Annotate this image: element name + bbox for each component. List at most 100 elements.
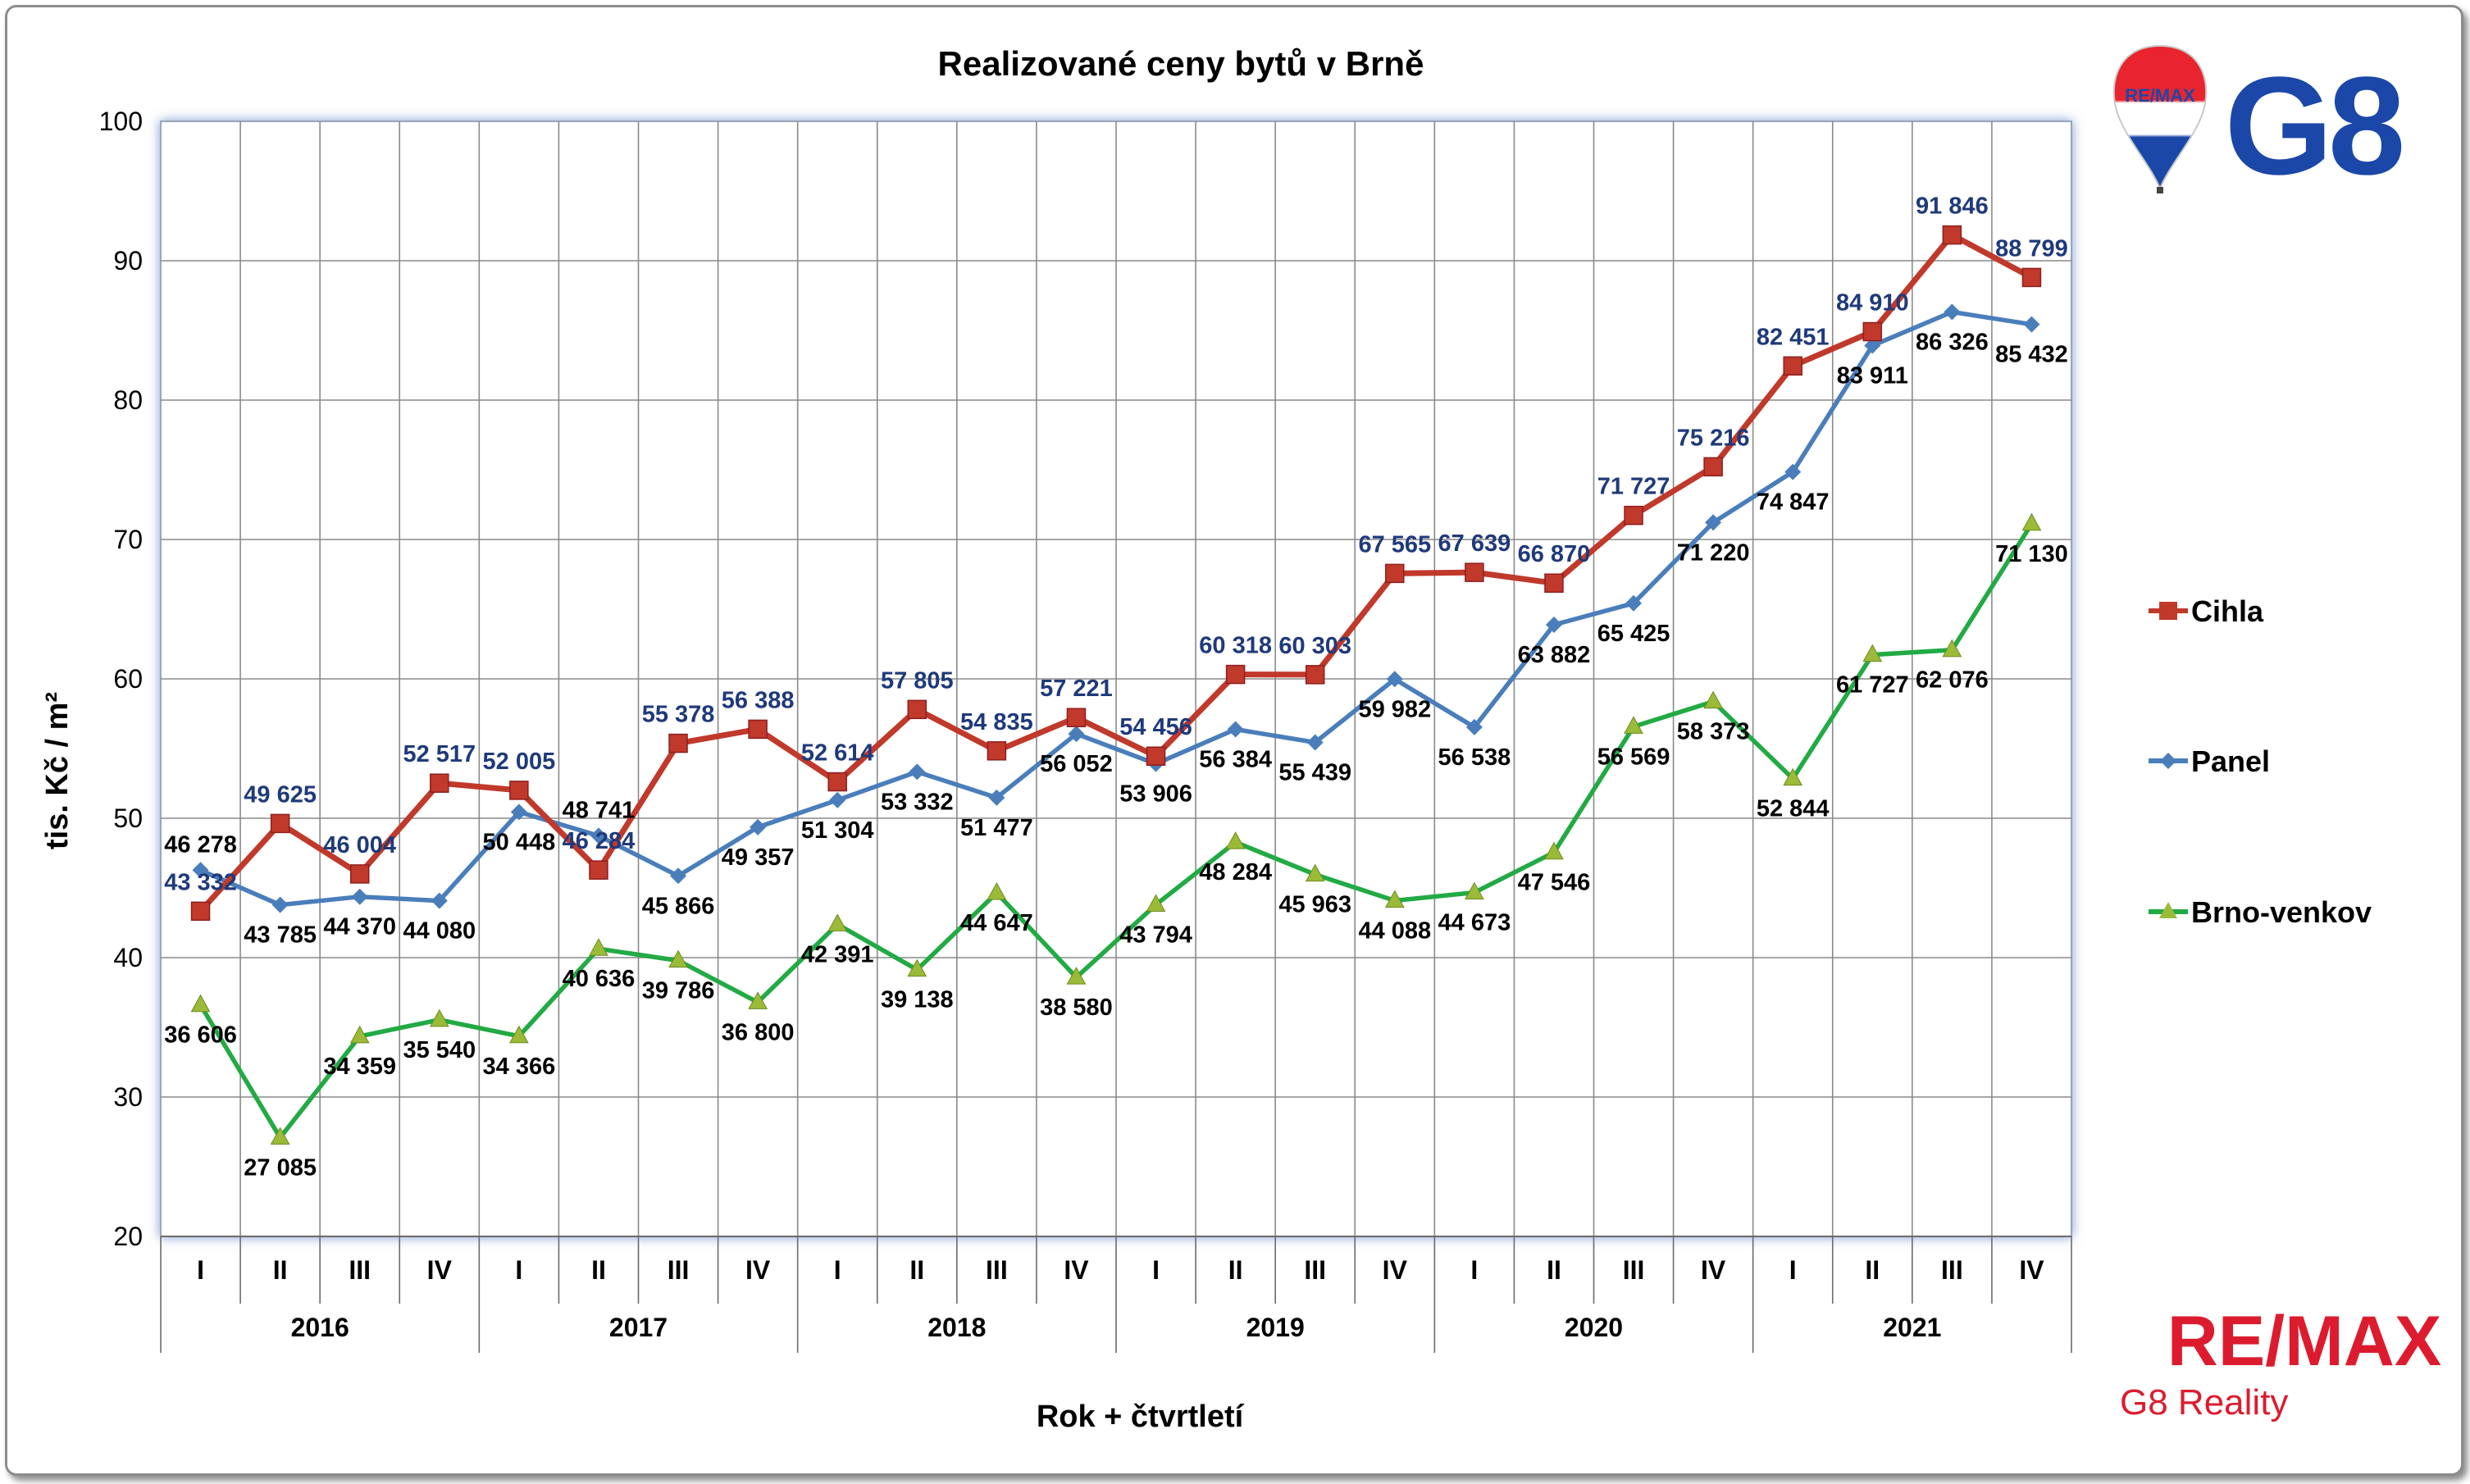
series-lines: [198, 232, 2034, 1140]
marker-brno-venkov: [827, 913, 848, 931]
marker-brno-venkov: [907, 958, 927, 977]
balloon-logo-text: RE/MAX: [2125, 85, 2195, 106]
data-label-brno-venkov: 43 794: [1119, 922, 1192, 949]
quarter-label: II: [273, 1255, 288, 1285]
marker-brno-venkov: [1862, 644, 1883, 662]
quarter-label: III: [668, 1255, 690, 1285]
data-label-panel: 85 432: [1995, 342, 2068, 368]
marker-cihla: [1544, 573, 1564, 593]
data-label-brno-venkov: 34 366: [483, 1054, 556, 1080]
data-label-cihla: 43 332: [164, 869, 237, 895]
data-label-panel: 51 304: [801, 817, 874, 844]
quarter-label: III: [349, 1255, 371, 1285]
quarter-label: I: [515, 1255, 522, 1285]
marker-panel: [1068, 726, 1085, 743]
marker-panel: [1386, 671, 1403, 688]
quarter-label: II: [909, 1255, 924, 1285]
data-label-panel: 55 439: [1278, 760, 1351, 786]
marker-cihla: [668, 733, 688, 753]
data-label-panel: 50 448: [483, 829, 556, 855]
quarter-label: IV: [1701, 1255, 1726, 1285]
marker-brno-venkov: [349, 1025, 370, 1044]
data-label-brno-venkov: 44 647: [960, 910, 1033, 936]
quarter-label: IV: [1064, 1255, 1089, 1285]
marker-panel: [1306, 734, 1324, 751]
data-label-brno-venkov: 47 546: [1518, 870, 1591, 896]
data-label-cihla: 84 910: [1836, 290, 1909, 316]
data-label-brno-venkov: 39 786: [642, 978, 715, 1004]
marker-brno-venkov: [2021, 512, 2042, 531]
legend-label: Brno-venkov: [2191, 895, 2372, 929]
marker-panel: [909, 763, 926, 781]
marker-cihla: [1783, 356, 1802, 376]
data-label-cihla: 52 517: [403, 741, 476, 767]
y-tick-label: 80: [113, 385, 143, 415]
marker-brno-venkov: [987, 881, 1007, 900]
data-label-brno-venkov: 71 130: [1995, 541, 2068, 567]
data-label-brno-venkov: 48 284: [1199, 859, 1272, 885]
data-label-panel: 46 278: [164, 831, 237, 858]
y-tick-label: 100: [99, 107, 143, 136]
marker-brno-venkov: [589, 938, 608, 956]
y-tick-label: 40: [113, 943, 143, 972]
data-label-brno-venkov: 34 359: [323, 1054, 396, 1080]
marker-brno-venkov: [668, 949, 688, 968]
data-label-panel: 44 080: [403, 918, 476, 945]
y-tick-label: 50: [113, 803, 143, 833]
company-name: G8 Reality: [2120, 1382, 2288, 1423]
marker-cihla: [589, 860, 608, 880]
data-label-cihla: 49 625: [244, 781, 317, 808]
marker-panel: [351, 888, 368, 905]
year-label: 2021: [1883, 1313, 1941, 1342]
data-label-brno-venkov: 44 088: [1358, 918, 1431, 945]
data-label-cihla: 56 388: [722, 687, 795, 713]
data-label-brno-venkov: 58 373: [1677, 719, 1750, 745]
marker-panel: [670, 867, 687, 885]
data-label-panel: 56 052: [1040, 751, 1113, 777]
quarter-label: III: [1941, 1255, 1963, 1285]
legend-marker-icon: [2159, 602, 2177, 620]
x-axis: I II III IV I II III IV I II III IV I II III IV I II III IV…: [160, 1236, 2072, 1353]
marker-brno-venkov: [1384, 890, 1405, 908]
data-label-cihla: 71 727: [1597, 474, 1670, 500]
data-label-cihla: 55 378: [642, 702, 715, 728]
data-label-cihla: 82 451: [1757, 324, 1830, 350]
data-label-panel: 49 357: [722, 844, 795, 871]
marker-panel: [192, 862, 209, 879]
data-label-brno-venkov: 56 569: [1597, 744, 1670, 770]
marker-brno-venkov: [1544, 841, 1564, 860]
marker-brno-venkov: [270, 1127, 290, 1145]
y-tick-label: 30: [113, 1082, 143, 1112]
marker-brno-venkov: [748, 991, 768, 1009]
marker-cihla: [349, 864, 370, 884]
marker-cihla: [1225, 664, 1246, 685]
y-axis-title: tis. Kč / m²: [40, 692, 75, 849]
balloon-basket-icon: [2157, 187, 2163, 193]
marker-panel: [1227, 721, 1244, 738]
marker-brno-venkov: [429, 1008, 449, 1027]
marker-cihla: [270, 813, 290, 834]
data-label-cihla: 75 216: [1677, 425, 1750, 451]
remax-wordmark: RE/MAX: [2167, 1302, 2441, 1381]
marker-cihla: [827, 772, 847, 792]
quarter-label: I: [1152, 1255, 1160, 1285]
data-label-cihla: 91 846: [1916, 193, 1989, 220]
data-label-cihla: 57 805: [881, 667, 954, 694]
marker-cihla: [1465, 562, 1484, 582]
data-label-panel: 63 882: [1518, 642, 1591, 668]
marker-brno-venkov: [1703, 690, 1723, 709]
y-tick-label: 90: [113, 246, 143, 275]
series-line-cihla: [198, 232, 2034, 913]
data-label-panel: 56 538: [1438, 744, 1511, 771]
marker-panel: [750, 818, 767, 835]
marker-panel: [590, 827, 607, 844]
marker-panel: [1784, 463, 1802, 480]
marker-panel: [1545, 617, 1562, 634]
quarter-label: III: [986, 1255, 1008, 1285]
marker-cihla: [1066, 708, 1087, 727]
marker-cihla: [1942, 225, 1962, 245]
remax-balloon-logo: RE/MAX: [2112, 44, 2208, 193]
data-label-cihla: 60 303: [1278, 633, 1351, 659]
data-label-cihla: 88 799: [1995, 235, 2068, 262]
